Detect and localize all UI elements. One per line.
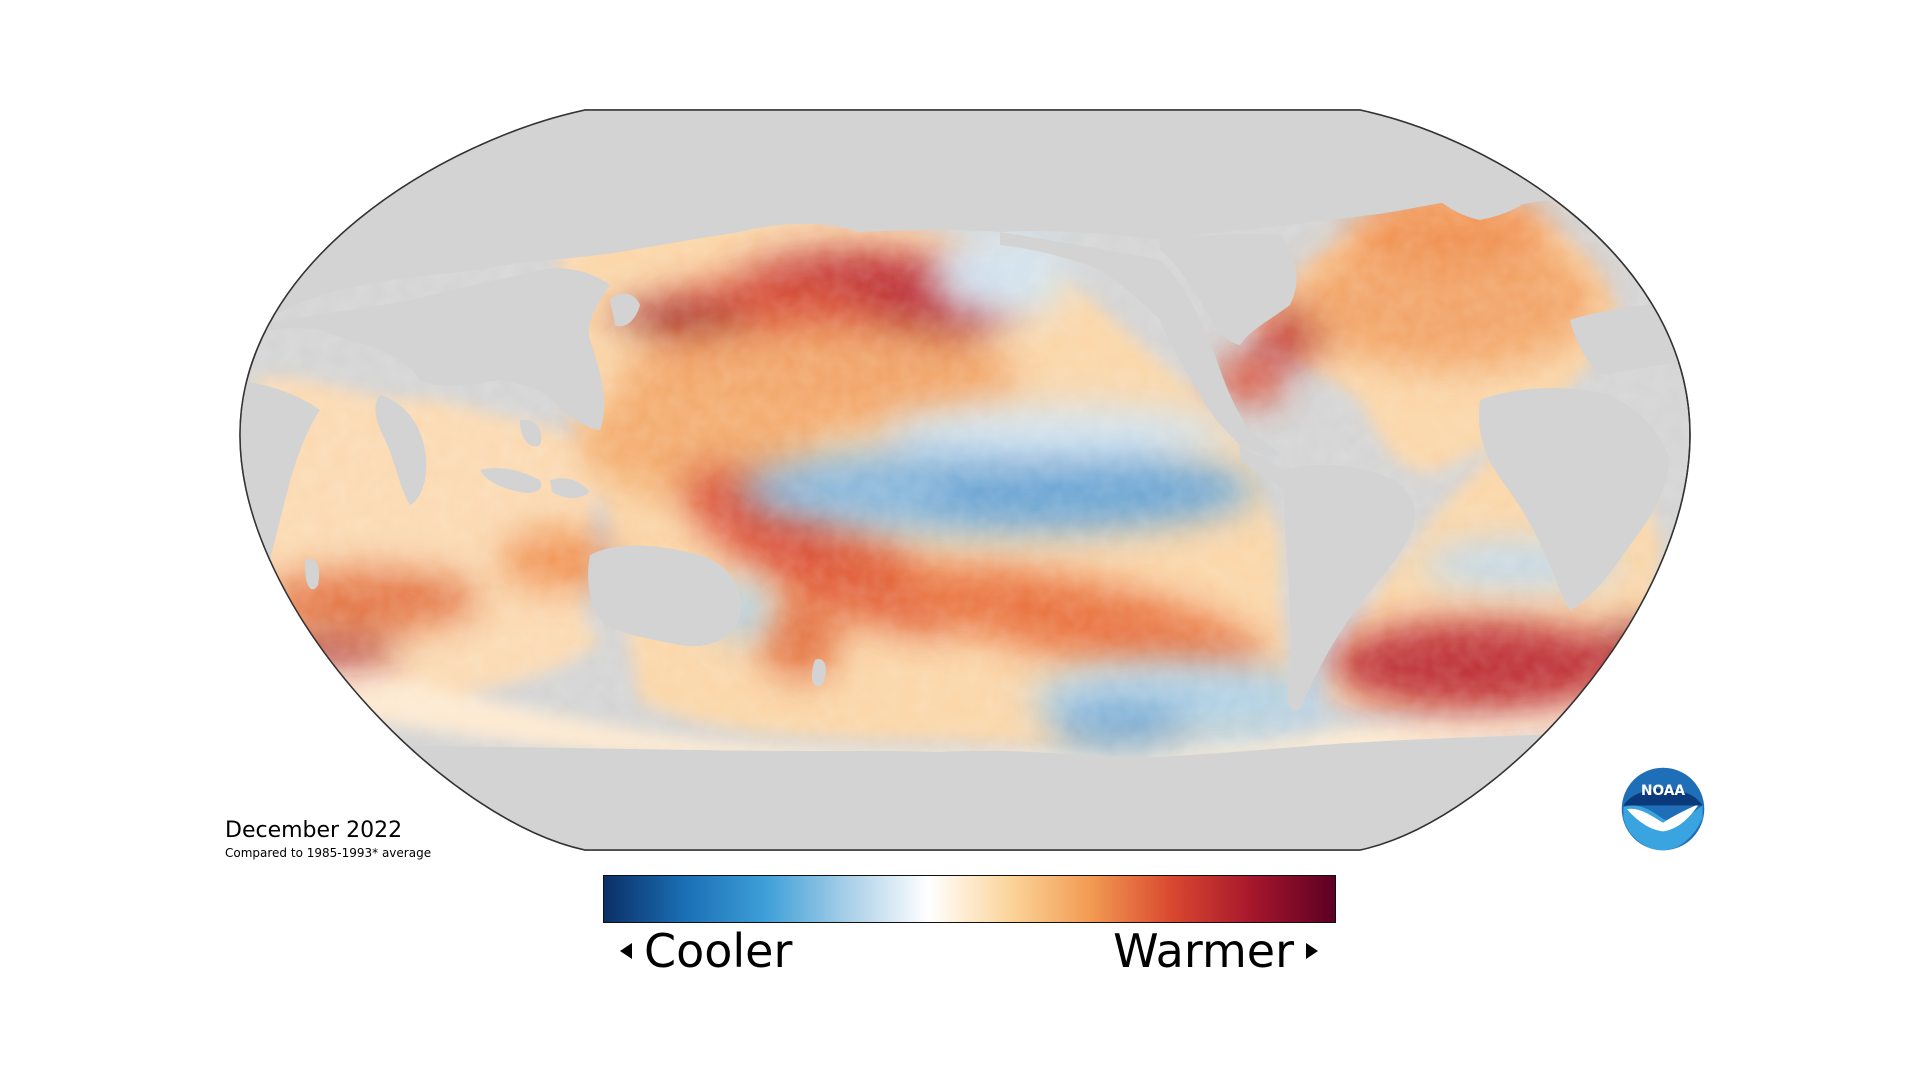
ocean-layer bbox=[240, 110, 1690, 850]
warmer-label-group: Warmer bbox=[1113, 928, 1318, 974]
map-date-title: December 2022 bbox=[225, 818, 403, 843]
left-arrow-icon bbox=[620, 943, 632, 959]
noaa-logo: NOAA bbox=[1621, 767, 1705, 851]
map-date-subtitle: Compared to 1985-1993* average bbox=[225, 846, 432, 860]
land-masses bbox=[240, 110, 1690, 850]
right-arrow-icon bbox=[1306, 943, 1318, 959]
cooler-label-group: Cooler bbox=[620, 928, 792, 974]
color-scale-bar bbox=[603, 875, 1336, 923]
noaa-logo-text: NOAA bbox=[1641, 783, 1685, 799]
cooler-label: Cooler bbox=[644, 924, 793, 978]
warmer-label: Warmer bbox=[1113, 924, 1294, 978]
